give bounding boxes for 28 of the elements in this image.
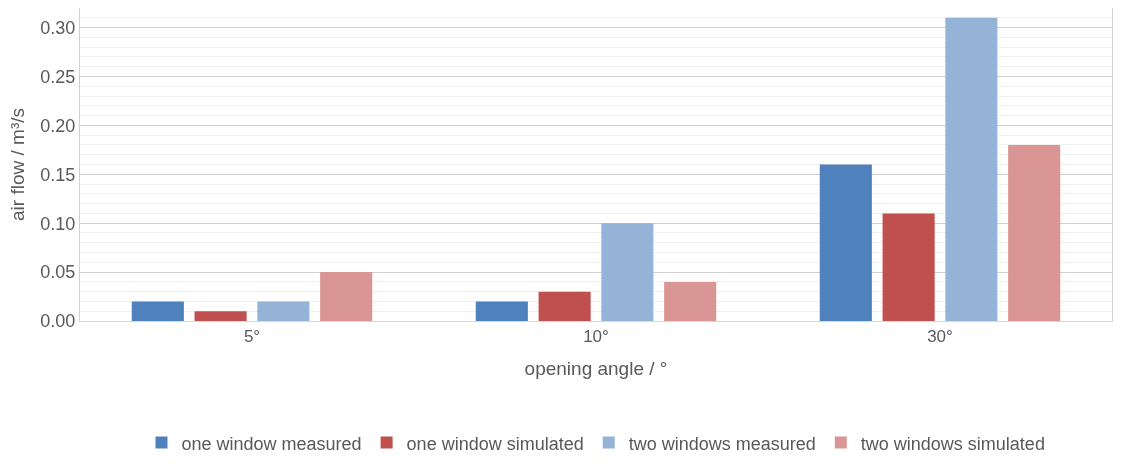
y-tick-label: 0.05 <box>40 262 76 283</box>
bar <box>475 301 528 321</box>
legend-label: one window simulated <box>406 433 584 454</box>
legend-label: one window measured <box>181 433 362 454</box>
x-tick-label: 30° <box>927 327 953 347</box>
x-axis-title: opening angle / ° <box>524 358 668 380</box>
bar <box>320 272 373 321</box>
y-tick-label: 0.00 <box>40 311 76 332</box>
legend-label: two windows simulated <box>860 433 1045 454</box>
y-tick-label: 0.25 <box>40 66 76 87</box>
y-tick-label: 0.30 <box>40 17 76 38</box>
x-tick-label: 10° <box>583 327 609 347</box>
bar <box>601 223 654 321</box>
x-tick-label: 5° <box>243 327 261 347</box>
bar <box>819 164 872 321</box>
bar <box>945 17 998 321</box>
y-tick-label: 0.20 <box>40 115 76 136</box>
bar <box>257 301 310 321</box>
legend-label: two windows measured <box>628 433 816 454</box>
bar <box>1008 144 1061 321</box>
bar <box>664 281 717 321</box>
y-tick-label: 0.10 <box>40 213 76 234</box>
y-tick-label: 0.15 <box>40 164 76 185</box>
y-axis-title: air flow / m³/s <box>7 108 29 221</box>
bar <box>538 291 591 321</box>
bar <box>882 213 935 321</box>
bar <box>194 311 247 321</box>
bar <box>131 301 184 321</box>
